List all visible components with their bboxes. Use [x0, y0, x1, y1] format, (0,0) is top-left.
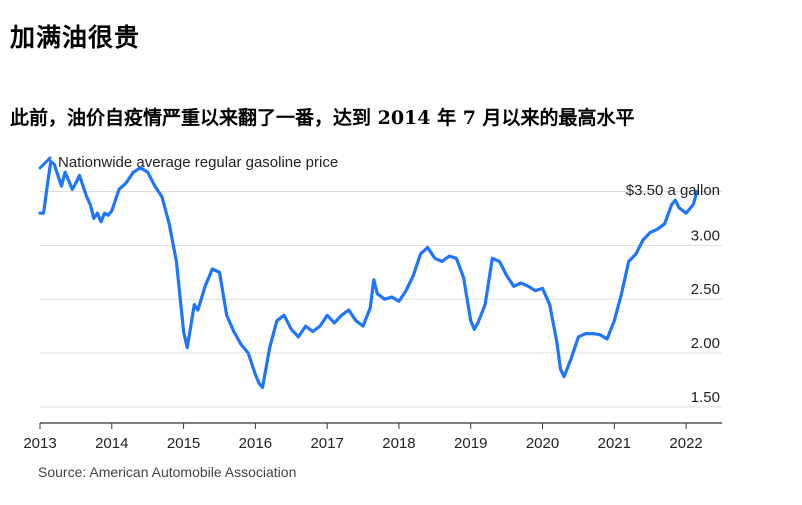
x-tick-label: 2016 — [239, 435, 272, 452]
x-tick-label: 2013 — [23, 435, 56, 452]
headline: 加满油很贵 — [10, 23, 141, 52]
x-tick-label: 2014 — [95, 435, 128, 452]
subheadline: 此前，油价自疫情严重以来翻了一番，达到 2014 年 7 月以来的最高水平 — [10, 107, 635, 129]
series-line — [38, 159, 699, 390]
legend-label: Nationwide average regular gasoline pric… — [58, 154, 339, 171]
y-tick-label: 2.50 — [691, 281, 720, 298]
x-tick-label: 2017 — [310, 435, 343, 452]
y-tick-labels: 1.50 2.00 2.50 3.00 — [691, 227, 720, 405]
legend-line-icon — [38, 156, 52, 170]
y-tick-label: 1.50 — [691, 389, 720, 406]
x-tick-label: 2021 — [598, 435, 631, 452]
legend: Nationwide average regular gasoline pric… — [38, 154, 338, 171]
x-tick-label: 2019 — [454, 435, 487, 452]
x-tick-label: 2015 — [167, 435, 200, 452]
series-lines — [38, 159, 699, 390]
x-tick-labels: 2013 2014 2015 2016 2017 2018 2019 2020 2021 2022 — [23, 435, 702, 452]
end-annotation: $3.50 a gallon — [626, 182, 720, 199]
x-axis — [39, 422, 722, 429]
source-note: Source: American Automobile Association — [38, 464, 297, 480]
grid-lines — [40, 191, 722, 408]
x-tick-label: 2020 — [526, 435, 559, 452]
y-tick-label: 2.00 — [691, 335, 720, 352]
x-tick-label: 2022 — [669, 435, 702, 452]
x-tick-label: 2018 — [382, 435, 415, 452]
y-tick-label: 3.00 — [691, 227, 720, 244]
